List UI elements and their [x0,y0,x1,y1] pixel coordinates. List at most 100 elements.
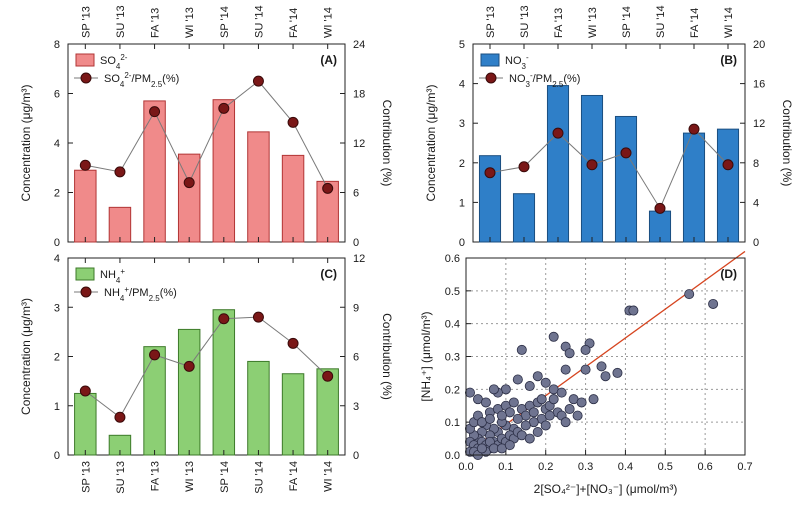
scatter-point [536,394,547,405]
legend-bar-label: SO42- [100,53,128,71]
y2-tick-label: 6 [353,352,359,364]
scatter-point [488,384,499,395]
category-label: FA '14 [689,8,701,38]
x-tick-label: 0.2 [538,461,553,473]
x-tick-label: 0.3 [578,461,593,473]
scatter-point [684,289,695,300]
bar [247,131,270,243]
plot-frame [472,43,746,243]
bar [108,206,132,243]
legend-bar-swatch [75,267,95,281]
bar [682,132,706,243]
y2-tick-label: 0 [753,237,759,249]
y-tick-label: 0.6 [445,253,460,265]
scatter-point [516,344,527,355]
y2-tick-label: 8 [753,158,759,170]
y-tick-label: 6 [54,89,60,101]
category-label: SP '14 [621,6,633,38]
contribution-point [287,337,299,349]
y2-axis-title: Contribution (%) [380,313,394,400]
contribution-point [688,123,700,135]
panel-label: (C) [320,267,337,281]
scatter-point [544,410,555,421]
contribution-point [654,202,666,214]
panel-label: (A) [320,53,337,67]
category-label: SU '13 [115,461,127,494]
legend-line-label: SO42-/PM2.5(%) [104,71,179,89]
legend-bar-swatch [75,53,95,67]
scatter-point [564,404,575,415]
contribution-line [85,316,329,418]
bar [281,154,305,243]
contribution-point [114,411,126,423]
scatter-point [512,374,523,385]
y2-tick-label: 20 [753,39,765,51]
scatter-point [612,367,623,378]
category-label: SP '14 [219,461,231,493]
y-tick-label: 0 [54,450,60,462]
legend-bar-label: NO3- [505,53,529,71]
y2-tick-label: 9 [353,302,359,314]
contribution-point [79,159,91,171]
category-label: WI '14 [723,7,735,38]
scatter-point [476,443,487,454]
scatter-point [480,397,491,408]
scatter-point [532,427,543,438]
y-tick-label: 3 [54,302,60,314]
category-label: SP '13 [80,461,92,493]
category-label: SU '14 [253,5,265,38]
category-label: SU '13 [519,5,531,38]
y-tick-label: 0.3 [445,352,460,364]
category-label: WI '13 [184,461,196,492]
contribution-point [149,349,161,361]
y-axis-title: Concentration (μg/m³) [424,85,438,202]
y-tick-label: 2 [54,352,60,364]
y-tick-label: 8 [54,39,60,51]
y-tick-label: 3 [459,118,465,130]
panel-label: (D) [720,267,737,281]
contribution-point [722,159,734,171]
legend-point-swatch [485,72,497,84]
scatter-point [540,377,551,388]
category-label: WI '13 [587,7,599,38]
regression-line [465,250,746,454]
y-tick-label: 4 [54,253,60,265]
y-tick-label: 1 [459,197,465,209]
contribution-point [287,116,299,128]
scatter-point [596,361,607,372]
scatter-point [572,410,583,421]
y-tick-label: 0.1 [445,417,460,429]
panel-d: 0.0 0.1 0.2 0.3 0.4 0.5 0.6 0.7 0.0 0.1 0.2 0.3 0.4 0… [419,250,753,496]
y-tick-label: 2 [459,158,465,170]
bar [614,115,638,243]
scatter-point [580,344,591,355]
bar [281,373,305,456]
x-tick-label: 0.5 [658,461,673,473]
scatter-point [588,394,599,405]
category-label: SP '13 [80,6,92,38]
y2-tick-label: 12 [753,118,765,130]
legend-point-swatch [80,72,92,84]
y2-tick-label: 18 [353,89,365,101]
legend-bar-swatch [480,53,500,67]
contribution-point [322,182,334,194]
contribution-point [586,159,598,171]
y-axis-title: Concentration (μg/m³) [19,85,33,202]
contribution-point [218,313,230,325]
contribution-point [252,75,264,87]
y-tick-label: 0.4 [445,319,460,331]
y-tick-label: 0.0 [445,450,460,462]
scatter-point [508,397,519,408]
scatter-point [556,387,567,398]
scatter-point [540,420,551,431]
bar [212,99,236,243]
contribution-point [149,106,161,118]
y-tick-label: 2 [54,188,60,200]
contribution-point [484,167,496,179]
bar [546,85,570,243]
y2-axis-title: Contribution (%) [780,100,794,187]
y-tick-label: 0.5 [445,286,460,298]
